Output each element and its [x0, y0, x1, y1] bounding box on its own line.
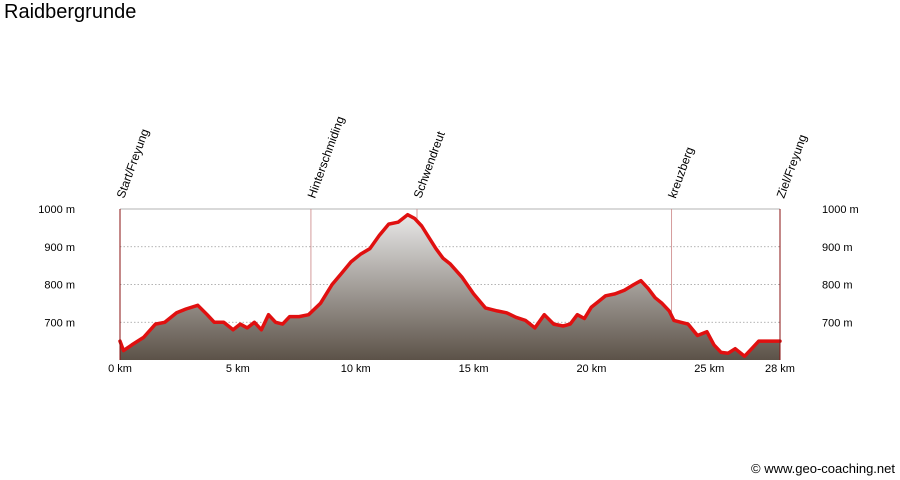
waypoint-label: kreuzberg — [665, 145, 696, 200]
waypoint-label: Start/Freyung — [114, 127, 152, 200]
waypoint-labels: Start/Freyung Hinterschmiding Schwendreut k… — [114, 114, 810, 200]
tick-labels: 700 m 700 m 800 m 800 m 900 m 900 m 1000 m 1000… — [38, 204, 858, 375]
x-tick-label: 10 km — [341, 363, 371, 375]
x-tick-label: 28 km — [765, 363, 795, 375]
elevation-line — [118, 212, 782, 358]
waypoint-label: Ziel/Freyung — [774, 133, 810, 200]
x-tick-label: 15 km — [459, 363, 489, 375]
y-tick-label-left: 1000 m — [38, 204, 75, 216]
y-tick-label-right: 900 m — [822, 242, 853, 254]
page-title: Raidbergrunde — [4, 1, 137, 23]
y-tick-label-left: 800 m — [44, 280, 75, 292]
axes — [119, 209, 781, 360]
elevation-area — [120, 214, 780, 360]
y-tick-label-left: 900 m — [44, 242, 75, 254]
y-tick-label-right: 700 m — [822, 317, 853, 329]
y-tick-label-left: 700 m — [44, 317, 75, 329]
x-tick-label: 20 km — [576, 363, 606, 375]
y-tick-label-right: 800 m — [822, 280, 853, 292]
x-tick-label: 0 km — [108, 363, 132, 375]
waypoint-label: Hinterschmiding — [305, 114, 348, 200]
x-tick-label: 25 km — [694, 363, 724, 375]
copyright-credit: © www.geo-coaching.net — [751, 461, 895, 476]
y-tick-label-right: 1000 m — [822, 204, 859, 216]
x-tick-label: 5 km — [226, 363, 250, 375]
waypoint-label: Schwendreut — [411, 129, 448, 200]
